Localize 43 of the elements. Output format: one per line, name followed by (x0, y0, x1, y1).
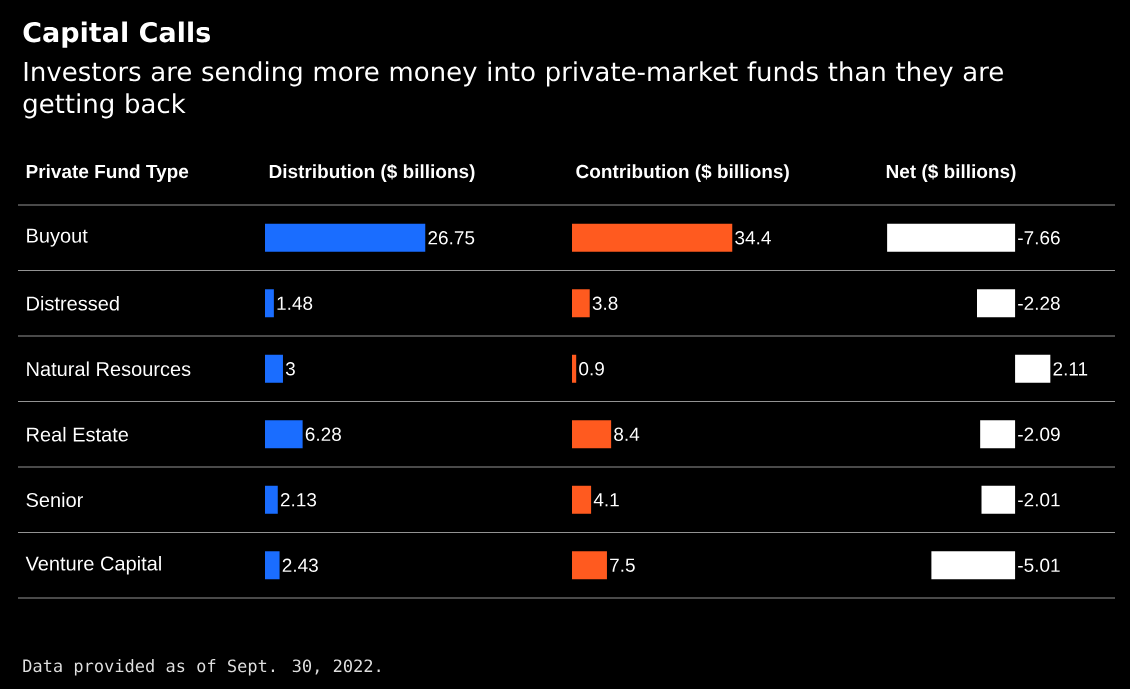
y-tick-label: Distressed (27, 295, 119, 311)
data-label: 2.43 (282, 558, 318, 572)
bar (265, 420, 303, 449)
data-label: 1.48 (277, 296, 313, 310)
data-label: -5.01 (1018, 558, 1060, 572)
data-label: -2.09 (1018, 427, 1060, 441)
bar (572, 420, 612, 449)
bar (265, 354, 283, 383)
x-axis-title: Net ($ billions) (886, 163, 1016, 182)
bar (572, 289, 590, 318)
data-label: -7.66 (1018, 231, 1060, 245)
x-axis-title: Contribution ($ billions) (576, 163, 789, 182)
y-tick-label: Venture Capital (25, 555, 161, 575)
bar (265, 551, 280, 580)
data-label: -2.28 (1018, 296, 1060, 310)
data-label: 2.11 (1053, 362, 1088, 376)
bar (265, 485, 278, 514)
data-label: 0.9 (579, 362, 604, 376)
bar (572, 485, 592, 514)
y-tick-label: Buyout (27, 228, 88, 247)
data-label: 26.75 (428, 231, 475, 245)
data-label: 3 (285, 362, 295, 376)
data-label: 34.4 (735, 231, 771, 245)
bar (572, 223, 733, 252)
data-label: 7.5 (610, 558, 635, 572)
y-tick-label: Senior (26, 492, 83, 508)
y-axis-title: Private Fund Type (26, 164, 189, 182)
data-label: 8.4 (614, 427, 640, 441)
chart-title: Capital Calls (23, 21, 210, 48)
bar (265, 223, 426, 252)
data-label: 2.13 (280, 493, 317, 507)
y-tick-label: Natural Resources (27, 361, 191, 377)
y-tick-label: Real Estate (27, 426, 128, 442)
data-label: 6.28 (305, 427, 341, 441)
bar (572, 551, 607, 580)
text: Investors are sending more money into private-market funds than they are getting back (23, 61, 1003, 119)
bar (572, 354, 577, 383)
text: Data provided as of Sept. 30, 2022. (23, 659, 380, 676)
data-label: -2.01 (1018, 493, 1060, 507)
data-label: 4.1 (593, 493, 619, 507)
bar (265, 289, 274, 318)
data-label: 3.8 (592, 296, 618, 310)
x-axis-title: Distribution ($ billions) (269, 163, 475, 182)
